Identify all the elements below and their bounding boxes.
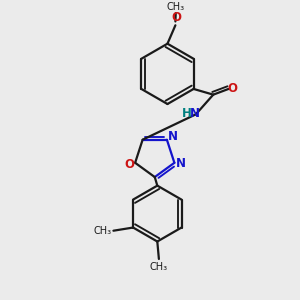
Text: CH₃: CH₃ xyxy=(150,262,168,272)
Text: N: N xyxy=(168,130,178,143)
Text: N: N xyxy=(190,107,200,120)
Text: H: H xyxy=(182,107,192,120)
Text: O: O xyxy=(227,82,237,95)
Text: O: O xyxy=(124,158,134,171)
Text: N: N xyxy=(176,157,186,170)
Text: CH₃: CH₃ xyxy=(167,2,185,12)
Text: CH₃: CH₃ xyxy=(94,226,112,236)
Text: O: O xyxy=(171,11,181,24)
